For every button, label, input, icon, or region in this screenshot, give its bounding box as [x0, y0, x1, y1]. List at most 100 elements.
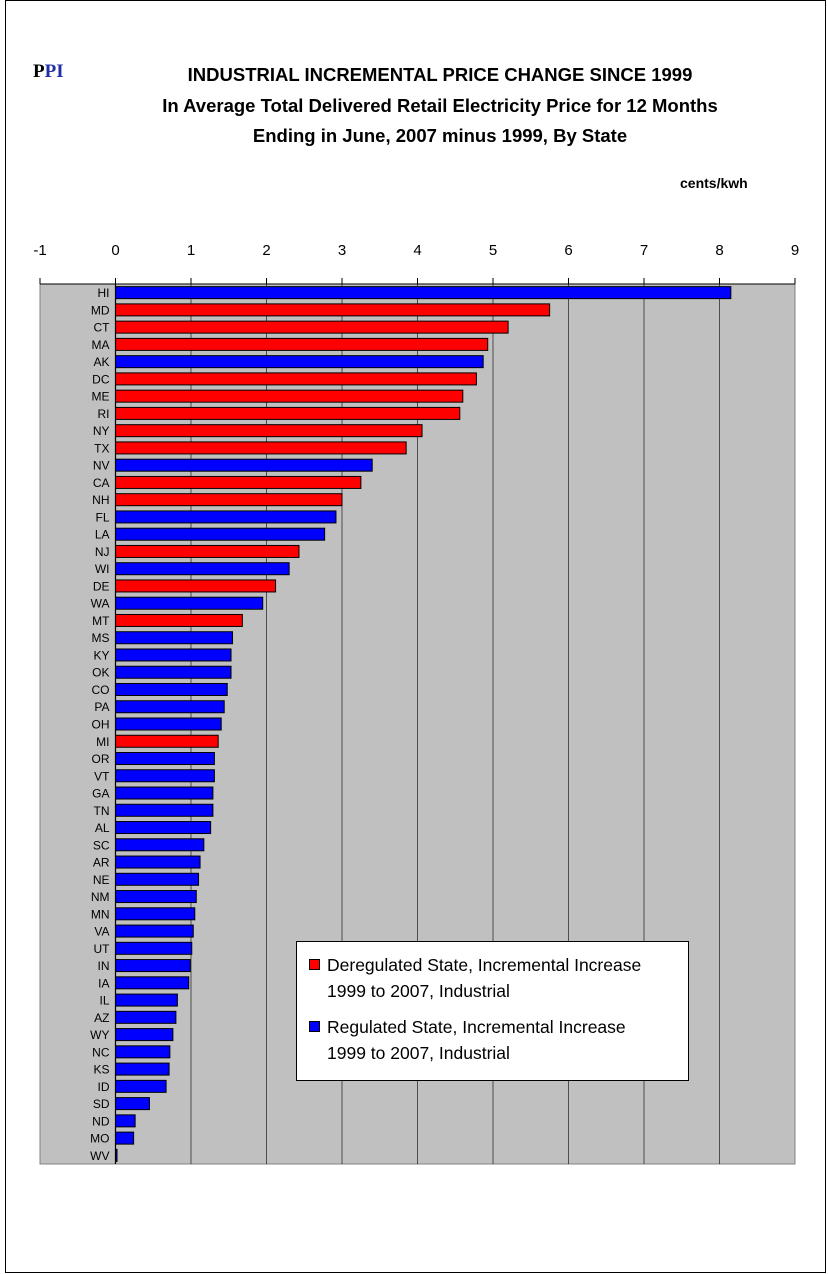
legend-regulated-line-1: Regulated State, Incremental Increase — [327, 1017, 626, 1037]
x-tick-label: 3 — [338, 242, 346, 259]
state-label-nm: NM — [91, 890, 110, 904]
state-label-ut: UT — [94, 942, 111, 956]
x-tick-label: 1 — [187, 242, 195, 259]
bar-dc — [115, 372, 477, 386]
bar-az — [115, 1010, 177, 1024]
state-label-ny: NY — [93, 424, 110, 438]
state-label-ca: CA — [93, 476, 110, 490]
logo-rest-letters: PI — [44, 61, 64, 82]
bar-md — [115, 303, 551, 317]
state-label-va: VA — [94, 925, 109, 939]
bar-id — [115, 1079, 167, 1093]
x-tick-label: 5 — [489, 242, 497, 259]
bar-ca — [115, 475, 362, 489]
state-label-me: ME — [92, 390, 110, 404]
bar-wa — [115, 596, 264, 610]
bar-or — [115, 752, 215, 766]
bar-fl — [115, 510, 337, 524]
legend-regulated-line-2: 1999 to 2007, Industrial — [327, 1043, 510, 1063]
state-label-ne: NE — [93, 873, 110, 887]
bar-mo — [115, 1131, 135, 1145]
state-label-pa: PA — [94, 700, 109, 714]
bar-ar — [115, 855, 201, 869]
state-label-nc: NC — [92, 1045, 110, 1059]
bar-ia — [115, 976, 190, 990]
axis-unit-label: cents/kwh — [680, 175, 748, 191]
bar-la — [115, 527, 326, 541]
state-label-wi: WI — [95, 562, 110, 576]
bar-wi — [115, 562, 290, 576]
bar-pa — [115, 700, 225, 714]
state-label-mt: MT — [92, 614, 110, 628]
bar-ct — [115, 320, 509, 334]
bar-nm — [115, 890, 197, 904]
state-label-ms: MS — [92, 631, 110, 645]
state-label-id: ID — [98, 1080, 110, 1094]
state-label-tx: TX — [94, 441, 109, 455]
state-label-ri: RI — [98, 407, 110, 421]
chart-title-line-1: INDUSTRIAL INCREMENTAL PRICE CHANGE SINC… — [187, 64, 693, 85]
state-label-oh: OH — [92, 718, 110, 732]
state-label-mn: MN — [91, 907, 110, 921]
state-label-de: DE — [93, 579, 110, 593]
x-tick-label: 9 — [791, 242, 799, 259]
state-label-mi: MI — [96, 735, 109, 749]
bar-mt — [115, 613, 243, 627]
bar-ri — [115, 406, 461, 420]
state-label-nh: NH — [92, 493, 109, 507]
chart-legend: Deregulated State, Incremental Increase … — [296, 941, 689, 1081]
state-label-ak: AK — [93, 355, 109, 369]
bar-vt — [115, 769, 215, 783]
bar-in — [115, 959, 191, 973]
state-label-wv: WV — [90, 1149, 109, 1163]
bar-ak — [115, 355, 484, 369]
state-label-vt: VT — [94, 769, 110, 783]
state-label-ar: AR — [93, 856, 110, 870]
bar-ne — [115, 872, 200, 886]
logo-first-letter: P — [33, 61, 45, 82]
chart-title-line-2: In Average Total Delivered Retail Electr… — [162, 95, 718, 116]
state-label-co: CO — [92, 683, 110, 697]
state-label-ky: KY — [93, 648, 109, 662]
bar-co — [115, 682, 228, 696]
state-label-ok: OK — [92, 666, 109, 680]
legend-swatch-regulated — [309, 1021, 320, 1032]
bar-me — [115, 389, 464, 403]
state-label-wa: WA — [91, 597, 110, 611]
x-tick-label: 7 — [640, 242, 648, 259]
bar-mi — [115, 734, 219, 748]
bar-de — [115, 579, 277, 593]
bar-hi — [115, 286, 732, 300]
state-label-fl: FL — [95, 510, 109, 524]
bar-ks — [115, 1062, 170, 1076]
x-tick-label: 8 — [715, 242, 723, 259]
state-label-nv: NV — [93, 459, 110, 473]
state-label-dc: DC — [92, 372, 110, 386]
state-label-ga: GA — [92, 787, 109, 801]
bar-ny — [115, 424, 423, 438]
bar-nc — [115, 1045, 171, 1059]
bar-sd — [115, 1097, 150, 1111]
state-label-sc: SC — [93, 838, 110, 852]
bar-oh — [115, 717, 222, 731]
state-label-al: AL — [95, 821, 110, 835]
state-label-in: IN — [98, 959, 110, 973]
bar-il — [115, 993, 178, 1007]
state-label-hi: HI — [98, 286, 110, 300]
ppi-logo: PPI — [33, 61, 64, 83]
legend-label-regulated: Regulated State, Incremental Increase 19… — [327, 1014, 692, 1066]
legend-deregulated-line-2: 1999 to 2007, Industrial — [327, 981, 510, 1001]
state-label-la: LA — [95, 528, 110, 542]
legend-label-deregulated: Deregulated State, Incremental Increase … — [327, 952, 692, 1004]
state-label-il: IL — [99, 994, 109, 1008]
bar-tn — [115, 803, 214, 817]
state-label-ks: KS — [93, 1063, 109, 1077]
bar-mn — [115, 907, 196, 921]
bar-ms — [115, 631, 234, 645]
bar-nh — [115, 493, 343, 507]
state-label-mo: MO — [90, 1132, 109, 1146]
x-tick-label: 4 — [413, 242, 421, 259]
bar-ok — [115, 665, 232, 679]
bar-nv — [115, 458, 373, 472]
